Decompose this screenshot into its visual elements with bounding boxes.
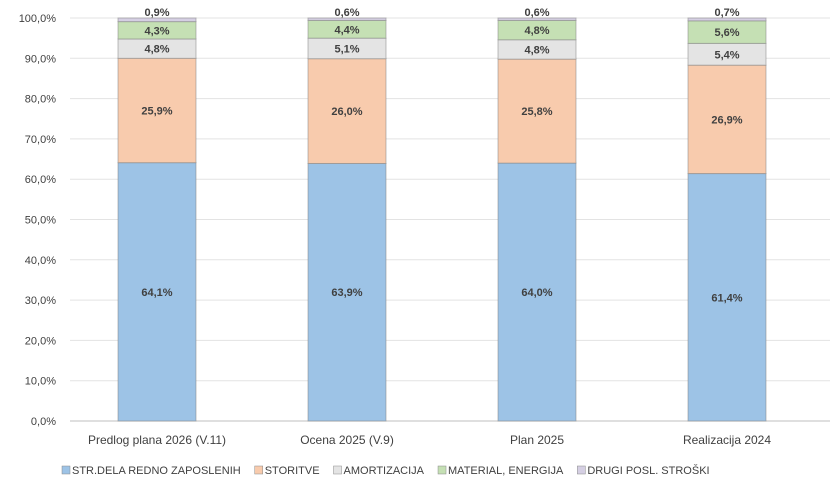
data-label: 5,1% <box>334 43 359 55</box>
bar-segment <box>687 17 767 22</box>
bar-segment <box>497 58 577 164</box>
data-label: 64,0% <box>521 287 552 299</box>
y-tick-label: 100,0% <box>19 13 57 25</box>
data-label: 4,8% <box>524 25 549 37</box>
legend-label: AMORTIZACIJA <box>344 465 425 477</box>
bar-segment <box>307 162 387 422</box>
legend-swatch <box>577 465 586 475</box>
data-label: 4,8% <box>524 44 549 56</box>
bar-segment <box>497 17 577 21</box>
data-label: 5,6% <box>714 27 739 39</box>
y-tick-label: 50,0% <box>25 215 56 227</box>
bar-segment <box>307 17 387 21</box>
data-label: 0,6% <box>524 7 549 19</box>
data-label: 5,4% <box>714 49 739 61</box>
y-tick-label: 80,0% <box>25 94 56 106</box>
data-label: 0,9% <box>144 7 169 19</box>
data-label: 0,7% <box>714 7 739 19</box>
bar-segment <box>497 162 577 422</box>
y-tick-label: 90,0% <box>25 53 56 65</box>
legend-swatch <box>254 465 263 475</box>
y-tick-label: 10,0% <box>25 376 56 388</box>
x-tick-label: Ocena 2025 (V.9) <box>300 433 394 447</box>
x-tick-label: Plan 2025 <box>510 433 564 447</box>
legend-label: STR.DELA REDNO ZAPOSLENIH <box>72 465 241 477</box>
y-tick-label: 0,0% <box>31 416 56 428</box>
bar-segment <box>117 162 197 422</box>
legend-swatch <box>333 465 342 475</box>
bar-segment <box>117 17 197 23</box>
y-tick-label: 60,0% <box>25 174 56 186</box>
legend-label: DRUGI POSL. STROŠKI <box>587 464 709 477</box>
data-label: 64,1% <box>141 287 172 299</box>
bar-segment <box>687 173 767 422</box>
legend-label: MATERIAL, ENERGIJA <box>448 465 564 477</box>
legend-label: STORITVE <box>265 465 320 477</box>
y-tick-label: 20,0% <box>25 335 56 347</box>
data-label: 4,4% <box>334 24 359 36</box>
data-label: 61,4% <box>711 292 742 304</box>
data-label: 63,9% <box>331 287 362 299</box>
data-label: 26,9% <box>711 114 742 126</box>
bar-segment <box>117 57 197 164</box>
y-tick-label: 30,0% <box>25 295 56 307</box>
y-tick-label: 70,0% <box>25 134 56 146</box>
bar-segment <box>307 58 387 164</box>
x-tick-label: Realizacija 2024 <box>683 433 771 447</box>
data-label: 25,8% <box>521 106 552 118</box>
data-label: 25,9% <box>141 105 172 117</box>
data-label: 26,0% <box>331 106 362 118</box>
legend-swatch <box>437 465 447 475</box>
x-tick-label: Predlog plana 2026 (V.11) <box>88 433 226 447</box>
legend-swatch <box>61 465 71 475</box>
data-label: 4,8% <box>144 44 169 56</box>
y-tick-label: 40,0% <box>25 255 56 267</box>
data-label: 0,6% <box>334 7 359 19</box>
data-label: 4,3% <box>144 25 169 37</box>
